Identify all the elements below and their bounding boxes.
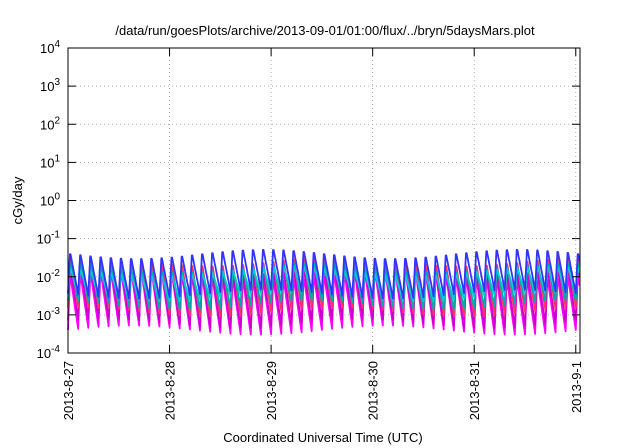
chart-title: /data/run/goesPlots/archive/2013-09-01/0… [115, 23, 535, 38]
x-axis-label: Coordinated Universal Time (UTC) [223, 430, 422, 445]
axes: 10-4 10-3 10-2 10-1 100 101 102 103 104 2013-8-27… [37, 39, 584, 420]
y-tick-label: 103 [40, 77, 60, 94]
y-tick-label: 104 [40, 39, 60, 56]
y-tick-label: 100 [40, 192, 60, 209]
y-tick-label: 10-4 [37, 344, 61, 361]
y-tick-label: 10-3 [37, 306, 61, 323]
y-tick-label: 10-2 [37, 268, 61, 285]
series-line [67, 249, 581, 300]
y-axis-label: cGy/day [10, 176, 25, 224]
x-tick-label: 2013-9-1 [569, 361, 584, 413]
y-tick-label: 10-1 [37, 230, 61, 247]
y-tick-label: 101 [40, 153, 60, 170]
y-tick-label: 102 [40, 115, 60, 132]
x-tick-label: 2013-8-27 [61, 361, 76, 420]
series-group [67, 249, 581, 336]
x-tick-label: 2013-8-30 [366, 361, 381, 420]
x-tick-label: 2013-8-28 [163, 361, 178, 420]
x-tick-label: 2013-8-29 [264, 361, 279, 420]
x-tick-label: 2013-8-31 [467, 361, 482, 420]
